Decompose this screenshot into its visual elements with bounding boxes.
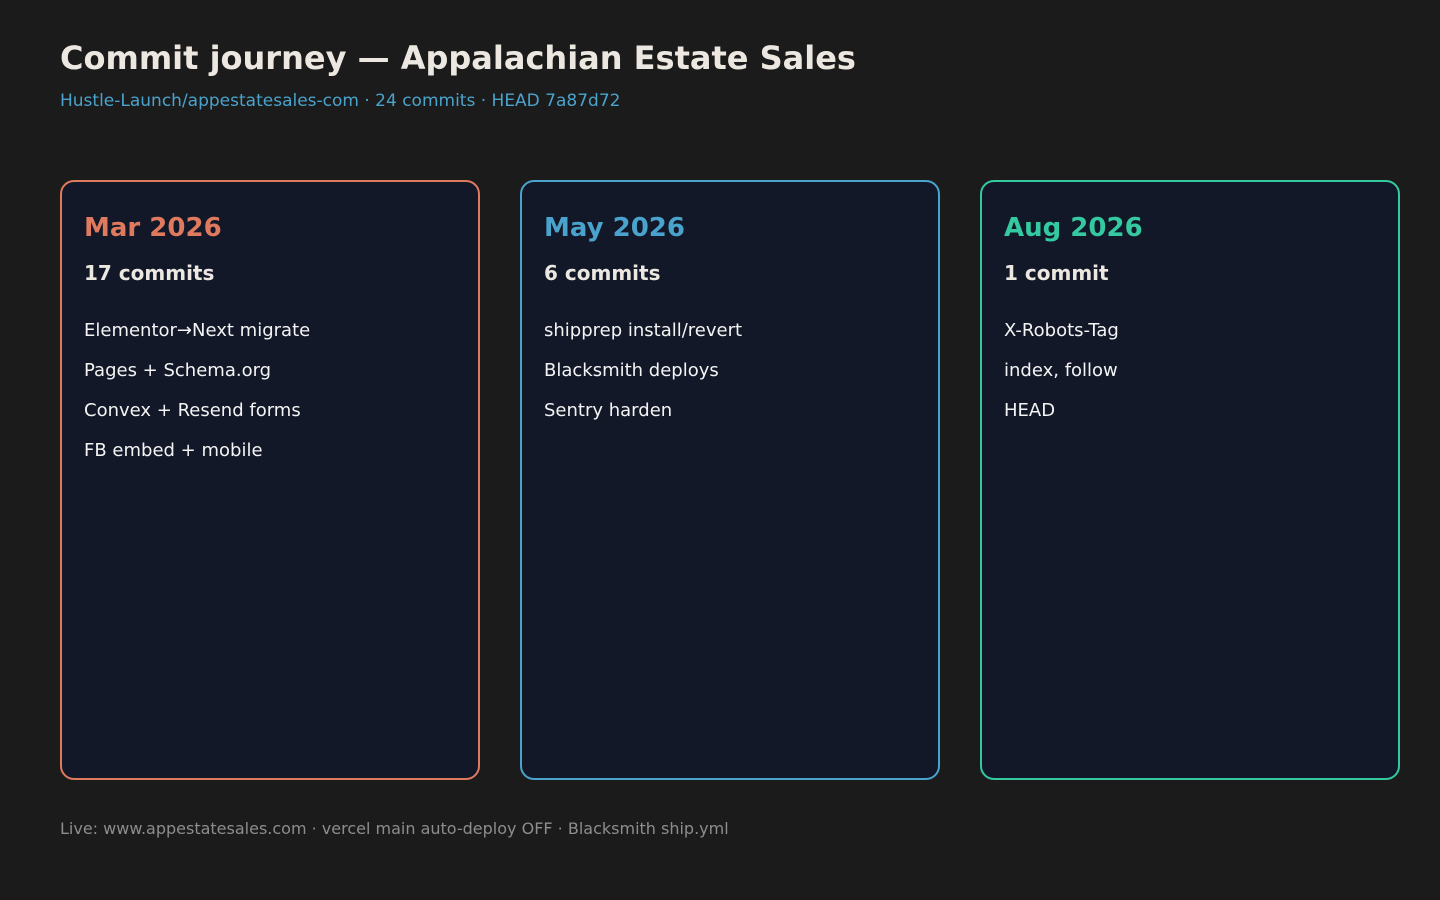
card-month: May 2026 [544, 213, 685, 243]
page-title: Commit journey — Appalachian Estate Sale… [60, 39, 856, 77]
card-item: Pages + Schema.org [84, 360, 272, 381]
card-month: Mar 2026 [84, 213, 222, 243]
card-item: HEAD [1004, 400, 1056, 421]
card-item-list: Elementor→Next migrate Pages + Schema.or… [84, 320, 310, 480]
card-item: Elementor→Next migrate [84, 320, 311, 341]
footer-status: Live: www.appestatesales.com · vercel ma… [60, 819, 729, 838]
card-commit-count: 6 commits [544, 261, 661, 285]
card-item: Blacksmith deploys [544, 360, 719, 381]
card-commit-count: 1 commit [1004, 261, 1109, 285]
timeline-card-may-2026: May 2026 6 commits shipprep install/reve… [520, 180, 940, 780]
card-item: Convex + Resend forms [84, 400, 301, 421]
card-month: Aug 2026 [1004, 213, 1143, 243]
card-item: index, follow [1004, 360, 1118, 381]
repo-subtitle: Hustle-Launch/appestatesales-com · 24 co… [60, 91, 621, 111]
card-item: X-Robots-Tag [1004, 320, 1119, 341]
card-item-list: X-Robots-Tag index, follow HEAD [1004, 320, 1119, 440]
card-item: FB embed + mobile [84, 440, 263, 461]
card-commit-count: 17 commits [84, 261, 215, 285]
card-item-list: shipprep install/revert Blacksmith deplo… [544, 320, 742, 440]
card-item: shipprep install/revert [544, 320, 743, 341]
timeline-card-mar-2026: Mar 2026 17 commits Elementor→Next migra… [60, 180, 480, 780]
timeline-card-aug-2026: Aug 2026 1 commit X-Robots-Tag index, fo… [980, 180, 1400, 780]
card-item: Sentry harden [544, 400, 673, 421]
